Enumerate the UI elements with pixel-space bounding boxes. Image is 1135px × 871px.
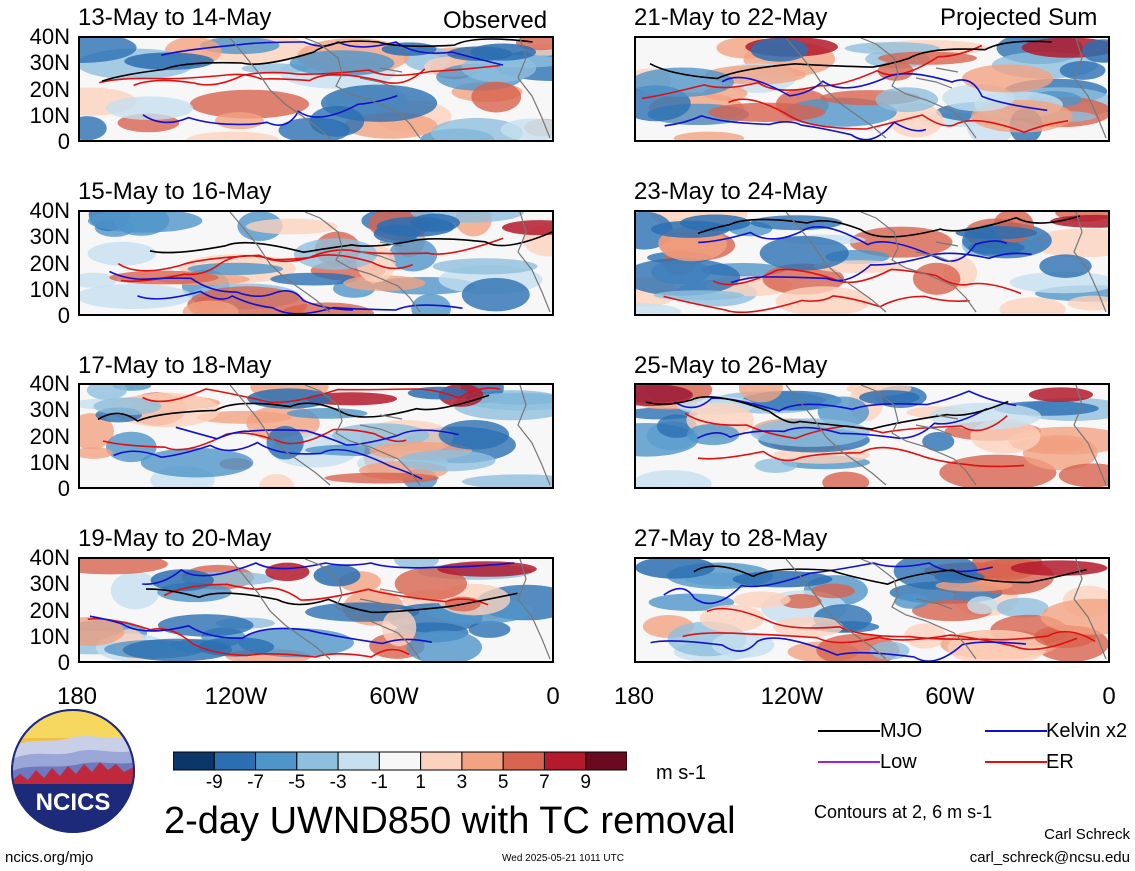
lon-label-0-right: 0 — [1102, 683, 1116, 710]
colorbar-swatch-9 — [543, 751, 587, 771]
map-panel-obs-2 — [78, 210, 554, 316]
lat-label-row2-2: 20N — [29, 250, 70, 276]
map-panel-proj-3 — [634, 383, 1110, 489]
legend-label-mjo: MJO — [880, 720, 923, 742]
colorbar-swatch-1 — [213, 751, 257, 771]
lat-label-row2-4: 0 — [57, 303, 70, 329]
colorbar-swatch-4 — [337, 751, 380, 771]
lat-label-row3-1: 30N — [29, 397, 70, 423]
colorbar — [173, 751, 627, 771]
colorbar-swatch-8 — [502, 751, 545, 771]
legend-line-kelvin — [985, 730, 1047, 732]
colorbar-swatch-6 — [420, 751, 463, 771]
colorbar-tick-label: -5 — [288, 772, 306, 793]
lon-label-60w-left: 60W — [369, 683, 419, 710]
colorbar-swatch-5 — [378, 751, 422, 771]
colorbar-tick-label: 7 — [539, 772, 550, 793]
legend-label-kelvin: Kelvin x2 — [1046, 720, 1128, 742]
ncics-logo: NCICS — [11, 709, 135, 833]
panel-title-obs-3: 17-May to 18-May — [78, 352, 272, 379]
colorbar-tick-label: 9 — [580, 772, 591, 793]
panel-title-proj-2: 23-May to 24-May — [634, 178, 828, 205]
panel-title-obs-4: 19-May to 20-May — [78, 525, 272, 552]
lat-label-row1-3: 10N — [29, 102, 70, 128]
lat-label-row1-4: 0 — [57, 129, 70, 155]
lat-label-row4-4: 0 — [57, 650, 70, 676]
colorbar-tick-label: -9 — [205, 772, 223, 793]
colorbar-tick-label: 5 — [497, 772, 509, 793]
lat-label-row4-1: 30N — [29, 571, 70, 597]
map-panel-obs-3 — [78, 383, 554, 489]
contour-note: Contours at 2, 6 m s-1 — [814, 802, 993, 822]
map-panel-proj-1 — [634, 36, 1110, 142]
lat-label-row1-2: 20N — [29, 76, 70, 102]
lon-label-0-left: 0 — [546, 683, 560, 710]
colorbar-swatch-7 — [461, 751, 504, 771]
colorbar-swatch-3 — [296, 751, 339, 771]
map-panel-obs-4 — [78, 557, 554, 663]
colorbar-tick-label: 3 — [456, 772, 468, 793]
units-label: m s-1 — [656, 762, 706, 784]
map-panel-proj-2 — [634, 210, 1110, 316]
author-name: Carl Schreck — [1044, 826, 1130, 843]
lat-label-row4-2: 20N — [29, 597, 70, 623]
colorbar-swatch-2 — [255, 751, 298, 771]
lat-label-row1-1: 30N — [29, 50, 70, 76]
colorbar-swatch-0 — [173, 751, 215, 771]
panel-title-proj-3: 25-May to 26-May — [634, 352, 828, 379]
lat-label-row3-3: 10N — [29, 449, 70, 475]
colorbar-tick-label: -3 — [329, 772, 347, 793]
lat-label-row3-4: 0 — [57, 476, 70, 502]
lon-label-60w-right: 60W — [925, 683, 975, 710]
lon-label-180-left: 180 — [56, 683, 98, 710]
map-panel-obs-1 — [78, 36, 554, 142]
lat-label-row3-0: 40N — [29, 371, 70, 396]
colorbar-tick-label: 1 — [415, 772, 426, 793]
lat-label-row4-0: 40N — [29, 545, 70, 570]
lon-label-120w-right: 120W — [760, 683, 824, 710]
legend-label-low: Low — [880, 751, 917, 773]
author-email[interactable]: carl_schreck@ncsu.edu — [969, 849, 1130, 866]
chart-title: 2-day UWND850 with TC removal — [164, 800, 736, 842]
legend-line-low — [818, 761, 880, 763]
map-panel-proj-4 — [634, 557, 1110, 663]
lat-label-row3-2: 20N — [29, 423, 70, 449]
colorbar-swatch-10 — [585, 751, 627, 771]
logo-text: NCICS — [36, 789, 111, 816]
lat-label-row1-0: 40N — [29, 24, 70, 49]
legend-line-er — [985, 761, 1047, 763]
lat-label-row4-3: 10N — [29, 623, 70, 649]
legend-label-er: ER — [1046, 751, 1074, 773]
lat-label-row2-3: 10N — [29, 276, 70, 302]
lat-label-row2-1: 30N — [29, 224, 70, 250]
projected-sum-label: Projected Sum — [940, 4, 1098, 31]
panel-title-obs-2: 15-May to 16-May — [78, 178, 272, 205]
panel-title-proj-4: 27-May to 28-May — [634, 525, 828, 552]
lon-label-120w-left: 120W — [204, 683, 268, 710]
timestamp: Wed 2025-05-21 1011 UTC — [502, 853, 624, 864]
legend-line-mjo — [818, 730, 880, 732]
site-link[interactable]: ncics.org/mjo — [5, 849, 94, 866]
panel-title-obs-1: 13-May to 14-May — [78, 4, 272, 31]
colorbar-tick-label: -1 — [370, 772, 388, 793]
lat-label-row2-0: 40N — [29, 198, 70, 223]
panel-title-proj-1: 21-May to 22-May — [634, 4, 828, 31]
colorbar-tick-label: -7 — [247, 772, 264, 793]
observed-label: Observed — [443, 7, 548, 34]
lon-label-180-right: 180 — [613, 683, 655, 710]
